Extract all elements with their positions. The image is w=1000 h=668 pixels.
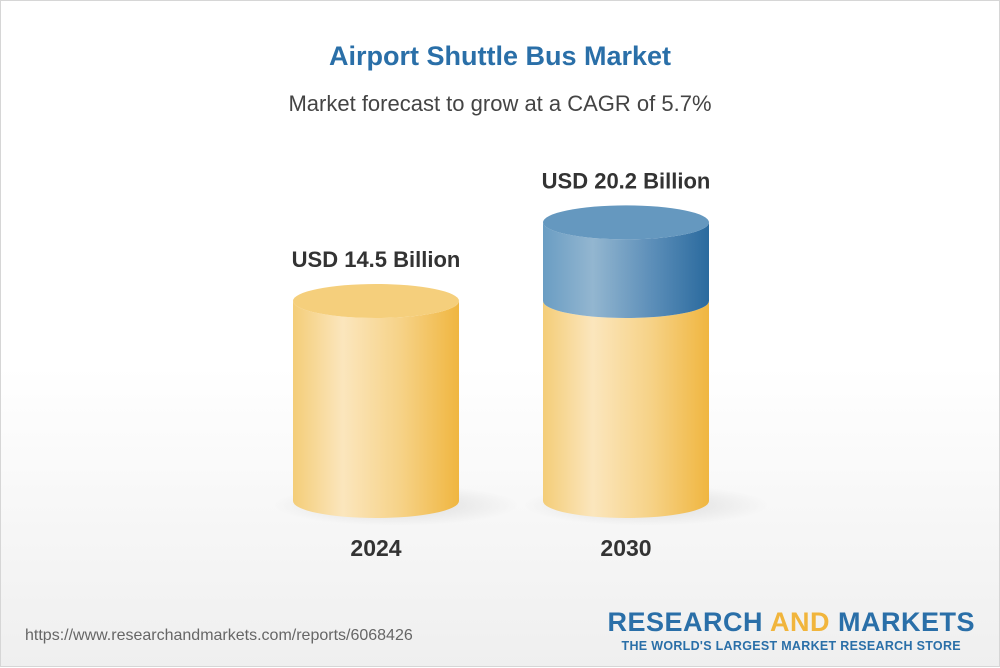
chart-subtitle: Market forecast to grow at a CAGR of 5.7…	[288, 91, 712, 116]
cylinder-top	[293, 284, 459, 318]
category-label: 2024	[350, 535, 401, 561]
data-label: USD 20.2 Billion	[542, 168, 711, 193]
logo-tagline: THE WORLD'S LARGEST MARKET RESEARCH STOR…	[621, 639, 961, 653]
category-label: 2030	[600, 535, 651, 561]
cylinder-base-segment	[293, 301, 459, 518]
research-and-markets-logo: RESEARCH AND MARKETS THE WORLD'S LARGEST…	[607, 607, 975, 653]
data-label: USD 14.5 Billion	[292, 247, 461, 272]
cylinder-top	[543, 205, 709, 240]
chart-title: Airport Shuttle Bus Market	[328, 41, 672, 71]
cylinder-base-segment	[543, 301, 709, 518]
cylinder-growth-segment	[543, 222, 709, 318]
report-url[interactable]: https://www.researchandmarkets.com/repor…	[25, 627, 413, 644]
